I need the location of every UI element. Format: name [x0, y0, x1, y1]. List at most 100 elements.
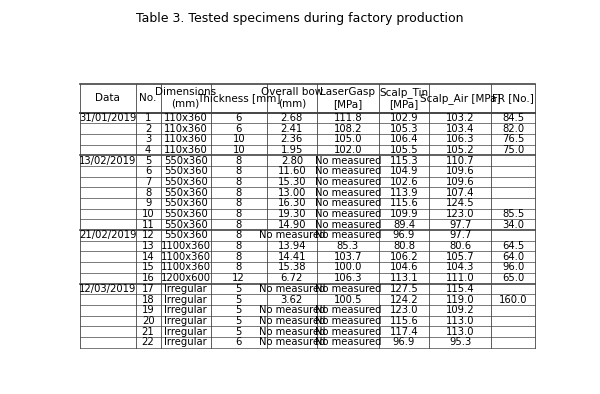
Text: 11.60: 11.60	[278, 166, 306, 176]
Text: 13.94: 13.94	[278, 241, 306, 251]
Text: 106.3: 106.3	[446, 134, 475, 144]
Text: 85.3: 85.3	[337, 241, 359, 251]
Text: 115.6: 115.6	[389, 316, 418, 326]
Text: 550x360: 550x360	[164, 177, 208, 187]
Text: 1: 1	[145, 113, 151, 123]
Text: 109.9: 109.9	[389, 209, 418, 219]
Text: 10: 10	[232, 134, 245, 144]
Text: 124.2: 124.2	[389, 295, 418, 305]
Text: No measured: No measured	[259, 337, 325, 347]
Text: 108.2: 108.2	[334, 124, 362, 134]
Text: No measured: No measured	[259, 305, 325, 315]
Text: Thickness [mm]: Thickness [mm]	[197, 93, 280, 103]
Text: 8: 8	[236, 166, 242, 176]
Text: 102.9: 102.9	[389, 113, 418, 123]
Text: 113.1: 113.1	[389, 273, 418, 283]
Text: 104.9: 104.9	[390, 166, 418, 176]
Text: 12: 12	[142, 230, 154, 240]
Text: 80.6: 80.6	[449, 241, 471, 251]
Text: 20: 20	[142, 316, 154, 326]
Text: 7: 7	[145, 177, 151, 187]
Text: 110x360: 110x360	[164, 134, 208, 144]
Text: 110x360: 110x360	[164, 145, 208, 155]
Text: 96.0: 96.0	[502, 262, 524, 273]
Text: 18: 18	[142, 295, 154, 305]
Text: 6: 6	[236, 337, 242, 347]
Text: 8: 8	[236, 252, 242, 262]
Text: 110x360: 110x360	[164, 124, 208, 134]
Text: No measured: No measured	[259, 230, 325, 240]
Text: 103.4: 103.4	[446, 124, 474, 134]
Text: 1.95: 1.95	[281, 145, 303, 155]
Text: 5: 5	[236, 295, 242, 305]
Text: 96.9: 96.9	[393, 337, 415, 347]
Text: 15.38: 15.38	[278, 262, 306, 273]
Text: 106.4: 106.4	[390, 134, 418, 144]
Text: 103.7: 103.7	[334, 252, 362, 262]
Text: 550x360: 550x360	[164, 188, 208, 198]
Text: 100.0: 100.0	[334, 262, 362, 273]
Text: No measured: No measured	[259, 316, 325, 326]
Text: No measured: No measured	[314, 305, 381, 315]
Text: 104.6: 104.6	[390, 262, 418, 273]
Text: 14.90: 14.90	[278, 220, 306, 230]
Text: 105.3: 105.3	[390, 124, 418, 134]
Text: 84.5: 84.5	[502, 113, 524, 123]
Text: 14: 14	[142, 252, 154, 262]
Text: 5: 5	[236, 305, 242, 315]
Text: 8: 8	[236, 241, 242, 251]
Text: No measured: No measured	[259, 327, 325, 336]
Text: 550x360: 550x360	[164, 230, 208, 240]
Text: 113.0: 113.0	[446, 327, 475, 336]
Text: No measured: No measured	[314, 337, 381, 347]
Text: 19.30: 19.30	[278, 209, 306, 219]
Text: 1100x360: 1100x360	[161, 252, 211, 262]
Text: FR [No.]: FR [No.]	[492, 93, 534, 103]
Text: 111.8: 111.8	[334, 113, 362, 123]
Text: 109.6: 109.6	[446, 177, 475, 187]
Text: Scalp_Tin
[MPa]: Scalp_Tin [MPa]	[379, 87, 428, 110]
Text: 11: 11	[142, 220, 154, 230]
Text: 127.5: 127.5	[389, 284, 418, 294]
Text: Data: Data	[95, 93, 120, 103]
Text: 64.0: 64.0	[502, 252, 524, 262]
Text: 75.0: 75.0	[502, 145, 524, 155]
Text: 550x360: 550x360	[164, 209, 208, 219]
Text: Irregular: Irregular	[164, 327, 207, 336]
Text: 160.0: 160.0	[499, 295, 527, 305]
Text: Scalp_Air [MPa]: Scalp_Air [MPa]	[420, 93, 500, 104]
Text: 9: 9	[145, 198, 151, 208]
Text: 105.0: 105.0	[334, 134, 362, 144]
Text: 13.00: 13.00	[278, 188, 306, 198]
Text: Irregular: Irregular	[164, 305, 207, 315]
Text: 31/01/2019: 31/01/2019	[79, 113, 136, 123]
Text: 95.3: 95.3	[449, 337, 471, 347]
Text: 82.0: 82.0	[502, 124, 524, 134]
Text: Dimensions
(mm): Dimensions (mm)	[155, 87, 216, 109]
Text: 1100x360: 1100x360	[161, 241, 211, 251]
Text: 64.5: 64.5	[502, 241, 524, 251]
Text: 115.6: 115.6	[389, 198, 418, 208]
Text: No measured: No measured	[314, 188, 381, 198]
Text: 10: 10	[142, 209, 154, 219]
Text: No measured: No measured	[259, 284, 325, 294]
Text: 105.2: 105.2	[446, 145, 475, 155]
Text: 8: 8	[236, 198, 242, 208]
Text: 1100x360: 1100x360	[161, 262, 211, 273]
Text: LaserGasp
[MPa]: LaserGasp [MPa]	[320, 87, 376, 109]
Text: 6.72: 6.72	[281, 273, 303, 283]
Text: 21: 21	[142, 327, 154, 336]
Text: 6: 6	[145, 166, 151, 176]
Text: 109.6: 109.6	[446, 166, 475, 176]
Text: 8: 8	[236, 188, 242, 198]
Text: No measured: No measured	[314, 284, 381, 294]
Text: 8: 8	[236, 220, 242, 230]
Text: 550x360: 550x360	[164, 220, 208, 230]
Text: 80.8: 80.8	[393, 241, 415, 251]
Text: 14.41: 14.41	[278, 252, 306, 262]
Text: 105.5: 105.5	[389, 145, 418, 155]
Text: 3: 3	[145, 134, 151, 144]
Text: 5: 5	[236, 327, 242, 336]
Text: 97.7: 97.7	[449, 230, 471, 240]
Text: 113.0: 113.0	[446, 316, 475, 326]
